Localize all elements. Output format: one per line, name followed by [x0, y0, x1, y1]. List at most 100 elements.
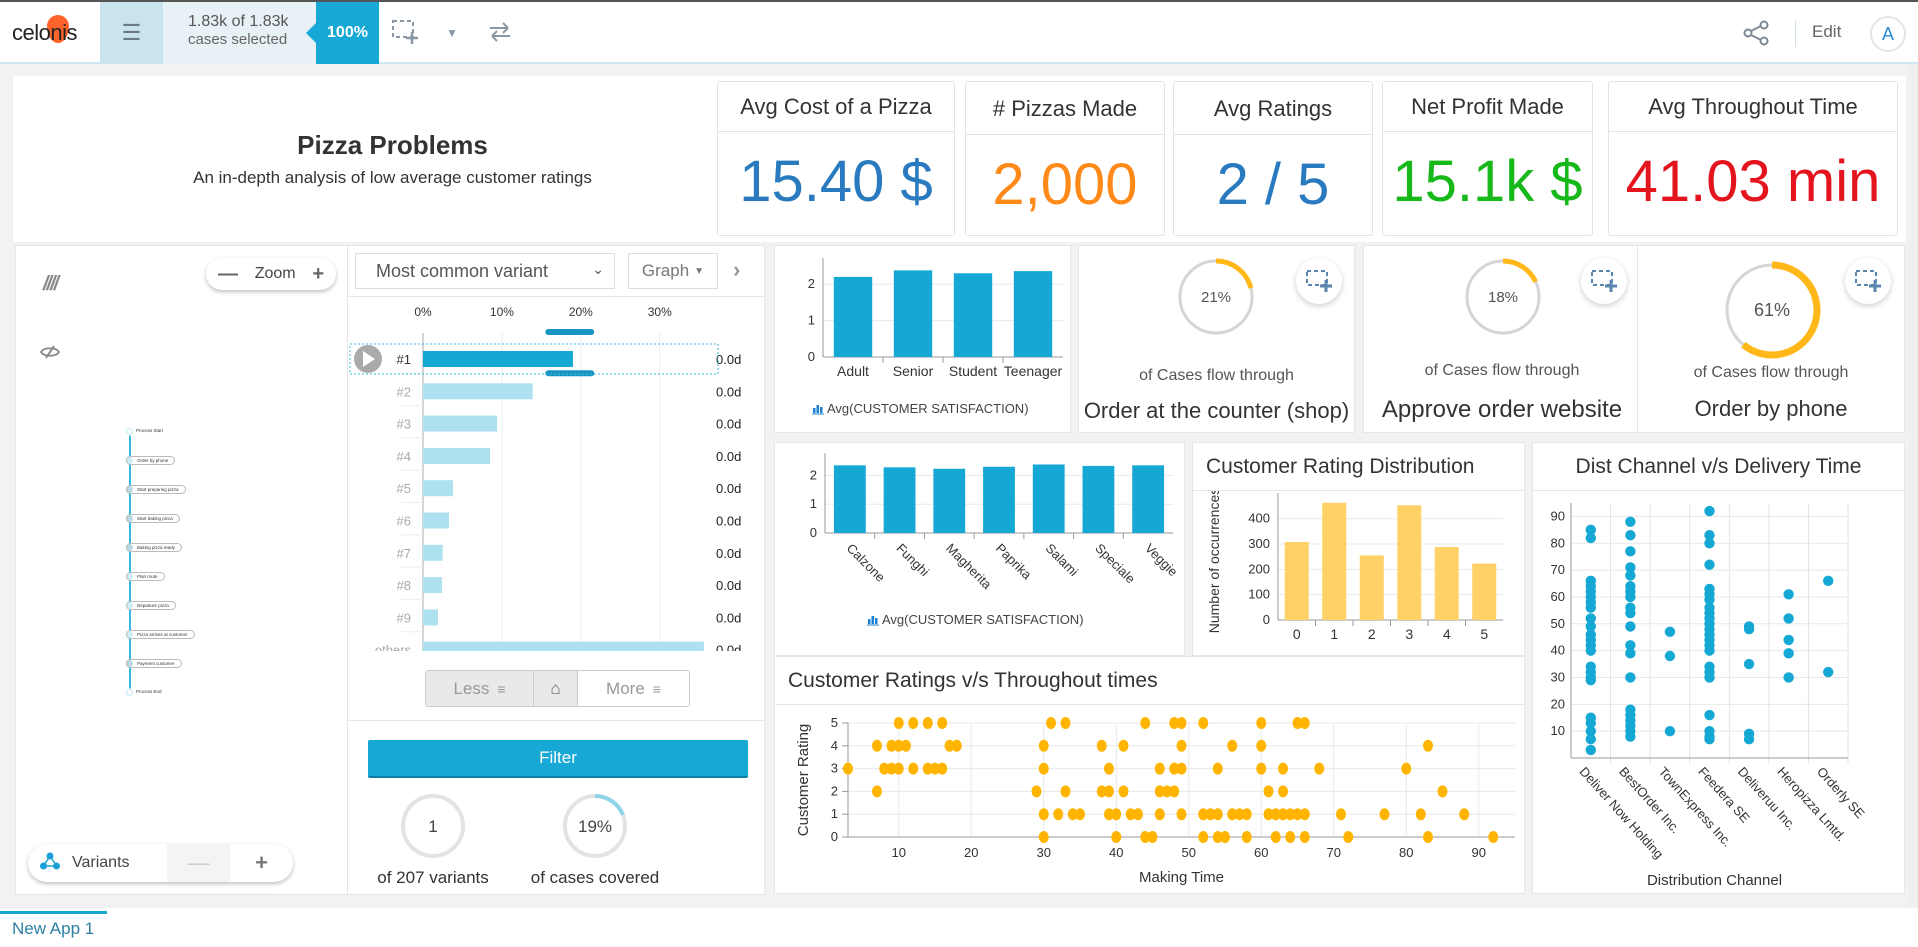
variant-bar[interactable]	[423, 609, 438, 626]
scatter-point[interactable]	[1585, 674, 1596, 686]
variant-bar[interactable]	[423, 512, 450, 529]
scatter-point[interactable]	[1162, 785, 1172, 798]
scatter-point[interactable]	[872, 739, 882, 752]
ratings-time-scatter[interactable]: 0 1 2 3 4 5 10 20 30 40 50 60 70 80 90 Making Time Custo…	[775, 705, 1526, 893]
scatter-point[interactable]	[1704, 645, 1715, 656]
bar[interactable]	[983, 466, 1015, 533]
scatter-point[interactable]	[1314, 762, 1325, 775]
scatter-point[interactable]	[1140, 831, 1151, 843]
scatter-point[interactable]	[1256, 717, 1267, 729]
scatter-point[interactable]	[1038, 762, 1049, 775]
process-node[interactable]: Plan route	[126, 571, 165, 581]
chevron-right-icon[interactable]: ›	[733, 257, 741, 282]
scatter-point[interactable]	[1278, 785, 1288, 798]
variants-decrease-button[interactable]: —	[167, 844, 230, 882]
scatter-point[interactable]	[1198, 717, 1209, 729]
bar[interactable]	[1472, 563, 1497, 620]
variant-bar[interactable]	[423, 447, 491, 464]
process-map-area[interactable]: //// — Zoom + Process Start Order by phon…	[16, 246, 348, 894]
scatter-point[interactable]	[1212, 762, 1223, 775]
scatter-point[interactable]	[1278, 808, 1288, 821]
scatter-point[interactable]	[1176, 717, 1187, 729]
rating-distribution-chart[interactable]: 0 100 200 300 400 0 1 2 3 4 5 Number of occurrences	[1193, 488, 1526, 655]
scatter-point[interactable]	[1437, 785, 1448, 798]
scatter-point[interactable]	[1299, 808, 1310, 821]
chart-legend[interactable]: Avg(CUSTOMER SATISFACTION)	[812, 401, 1029, 416]
scatter-point[interactable]	[1585, 725, 1596, 737]
scatter-point[interactable]	[1704, 530, 1715, 541]
scatter-point[interactable]	[908, 762, 919, 775]
scatter-point[interactable]	[1133, 808, 1143, 821]
variants-increase-button[interactable]: +	[255, 850, 268, 875]
scatter-point[interactable]	[1263, 785, 1274, 798]
scatter-point[interactable]	[1118, 739, 1129, 752]
scatter-point[interactable]	[1625, 562, 1636, 573]
scatter-point[interactable]	[1198, 808, 1209, 821]
scatter-point[interactable]	[1096, 785, 1107, 798]
scatter-point[interactable]	[1154, 762, 1165, 775]
scatter-point[interactable]	[1104, 808, 1114, 821]
scatter-point[interactable]	[944, 739, 955, 752]
scatter-point[interactable]	[1169, 785, 1180, 798]
scatter-point[interactable]	[1212, 831, 1223, 843]
scatter-point[interactable]	[886, 739, 897, 752]
variant-bar[interactable]	[423, 415, 498, 432]
scatter-point[interactable]	[1459, 808, 1470, 821]
scatter-point[interactable]	[1423, 831, 1433, 843]
scatter-point[interactable]	[1704, 505, 1715, 517]
scatter-point[interactable]	[1270, 831, 1281, 843]
scatter-point[interactable]	[1169, 717, 1180, 729]
scatter-point[interactable]	[1154, 785, 1165, 798]
scatter-point[interactable]	[1292, 808, 1303, 821]
scatter-point[interactable]	[1104, 762, 1114, 775]
bar[interactable]	[1397, 505, 1422, 620]
scatter-point[interactable]	[1038, 739, 1049, 752]
process-node[interactable]: Start preparing pizza	[126, 484, 186, 494]
scatter-point[interactable]	[1585, 717, 1596, 729]
variant-bar[interactable]	[423, 641, 704, 651]
variant-bar[interactable]	[423, 544, 443, 561]
scatter-point[interactable]	[1343, 831, 1354, 843]
scatter-point[interactable]	[1625, 640, 1636, 651]
scatter-point[interactable]	[1625, 530, 1636, 541]
scatter-point[interactable]	[1625, 607, 1636, 619]
scatter-point[interactable]	[1241, 808, 1252, 821]
scatter-point[interactable]	[893, 717, 904, 729]
scatter-point[interactable]	[1096, 739, 1107, 752]
scatter-point[interactable]	[1783, 672, 1794, 683]
scatter-point[interactable]	[1664, 626, 1676, 638]
scatter-point[interactable]	[1111, 808, 1122, 821]
selection-dropdown-toggle[interactable]: ▼	[446, 26, 458, 40]
scatter-point[interactable]	[1743, 623, 1755, 635]
scatter-point[interactable]	[1067, 808, 1078, 821]
scatter-point[interactable]	[1147, 831, 1158, 843]
scatter-point[interactable]	[1176, 808, 1187, 821]
age-group-bar-chart[interactable]: 0 1 2 Adult Senior Student Teenager Avg(CUSTOME…	[775, 246, 1072, 434]
scatter-point[interactable]	[1423, 739, 1433, 752]
variant-bar-chart[interactable]: 0% 10% 20% 30% #1 0.0d #2 0.0d #3 0.0d #4 0.0d #5 0.0…	[348, 301, 764, 651]
range-handle-top[interactable]	[545, 329, 595, 335]
scatter-point[interactable]	[1625, 516, 1636, 527]
edit-button[interactable]: Edit	[1812, 22, 1842, 41]
scatter-point[interactable]	[922, 762, 933, 775]
more-button[interactable]: More ≡	[578, 671, 689, 706]
scatter-point[interactable]	[1783, 634, 1794, 646]
scatter-point[interactable]	[1263, 808, 1274, 821]
process-node[interactable]: Process End	[126, 687, 168, 697]
bar[interactable]	[833, 465, 866, 533]
bar[interactable]	[933, 468, 966, 533]
add-selection-button[interactable]	[390, 18, 430, 48]
scatter-point[interactable]	[1285, 808, 1296, 821]
scatter-point[interactable]	[1256, 762, 1267, 775]
scatter-point[interactable]	[1743, 658, 1755, 670]
scatter-point[interactable]	[1118, 785, 1129, 798]
view-mode-dropdown[interactable]: Graph ▼	[628, 253, 718, 289]
process-node[interactable]: Baking pizza ready	[126, 542, 183, 552]
scatter-point[interactable]	[1664, 725, 1676, 737]
scatter-point[interactable]	[1625, 591, 1636, 603]
scatter-point[interactable]	[1704, 672, 1715, 683]
bar[interactable]	[1082, 465, 1115, 533]
add-selection-button[interactable]	[1581, 258, 1627, 304]
scatter-point[interactable]	[1046, 717, 1056, 729]
